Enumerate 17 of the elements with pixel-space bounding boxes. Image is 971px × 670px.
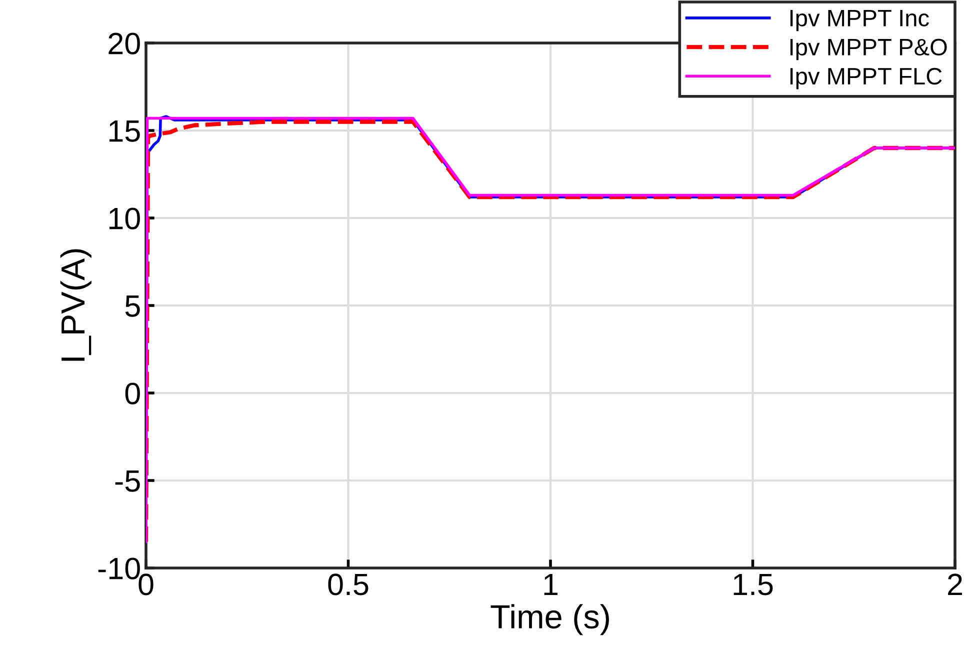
- y-tick-label: 15: [109, 120, 140, 142]
- y-tick-label: 10: [109, 208, 140, 230]
- y-tick-label: -10: [98, 558, 140, 580]
- x-tick-label: 0: [138, 574, 154, 596]
- legend-label: Ipv MPPT P&O: [790, 38, 947, 60]
- y-axis-title: I_PV(A): [60, 249, 92, 361]
- x-axis-title: Time (s): [490, 604, 609, 636]
- x-tick-label: 1.5: [734, 574, 773, 596]
- y-tick-label: 5: [125, 296, 140, 317]
- legend-label: Ipv MPPT Inc: [790, 10, 929, 32]
- x-tick-label: 2: [948, 574, 962, 596]
- x-tick-label: 0.5: [328, 574, 368, 596]
- y-tick-label: -5: [115, 470, 140, 492]
- y-tick-label: 0: [125, 382, 140, 404]
- y-tick-label: 20: [108, 32, 140, 54]
- legend-label: Ipv MPPT FLC: [790, 68, 942, 90]
- x-tick-label: 1: [544, 574, 558, 596]
